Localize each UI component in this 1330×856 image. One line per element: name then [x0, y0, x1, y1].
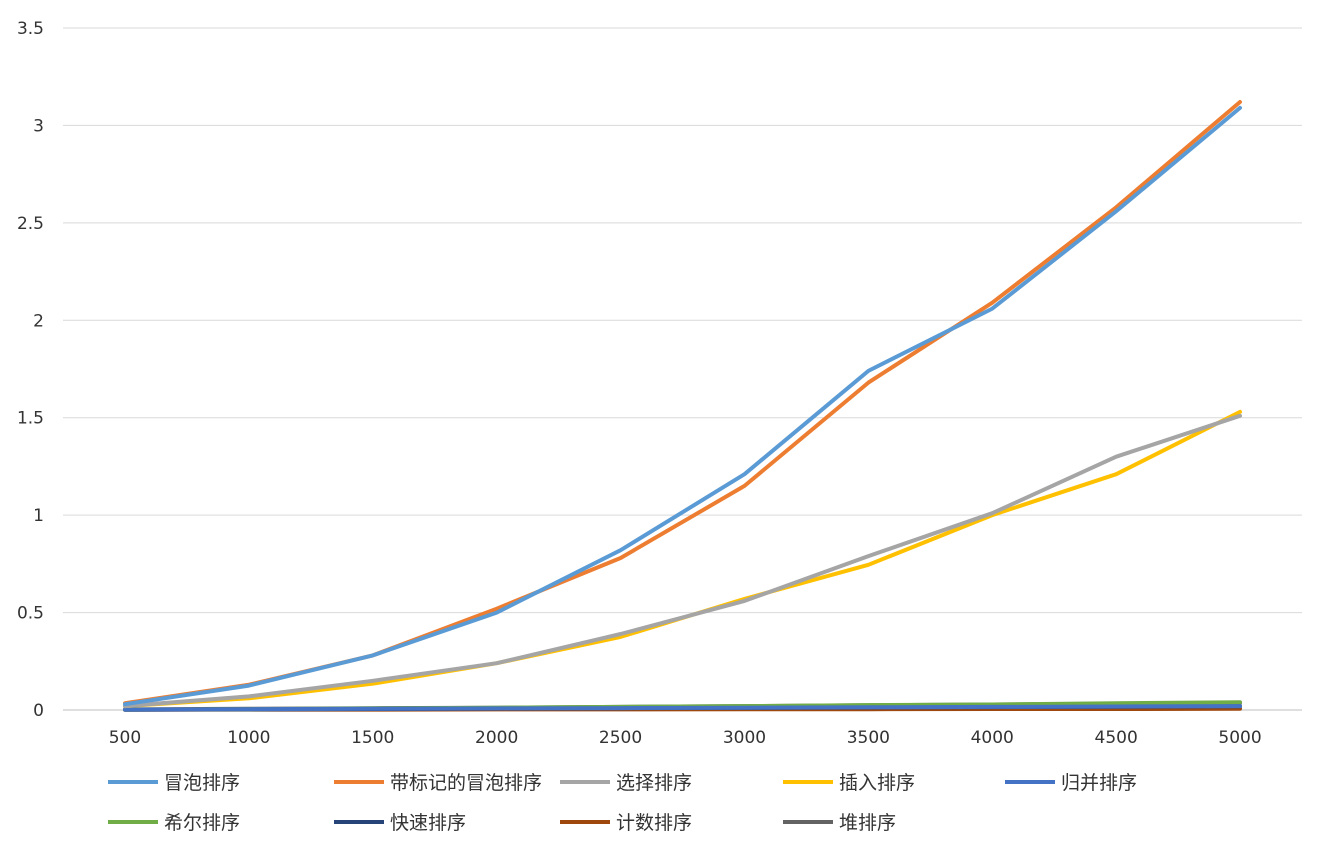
legend-label: 冒泡排序 [164, 772, 240, 794]
x-tick-label: 2500 [599, 728, 642, 748]
y-tick-label: 1 [33, 506, 44, 526]
legend-label: 带标记的冒泡排序 [390, 772, 542, 794]
y-tick-label: 2 [33, 311, 44, 331]
x-tick-label: 1500 [351, 728, 394, 748]
series-lines [123, 100, 1242, 712]
y-tick-label: 2.5 [17, 214, 44, 234]
y-tick-label: 0 [33, 701, 44, 721]
x-tick-label: 2000 [475, 728, 518, 748]
x-axis-ticks: 500 1000 1500 2000 2500 3000 3500 4000 4500 5000 [109, 728, 1262, 748]
legend-label: 希尔排序 [164, 812, 240, 834]
x-tick-label: 5000 [1218, 728, 1261, 748]
legend-label: 计数排序 [616, 812, 692, 834]
series-line [123, 409, 1242, 709]
series-line [123, 413, 1242, 709]
y-tick-label: 3.5 [17, 19, 44, 39]
legend-label: 堆排序 [839, 812, 896, 834]
y-tick-label: 3 [33, 116, 44, 136]
gridlines [63, 27, 1302, 711]
x-tick-label: 1000 [227, 728, 270, 748]
x-tick-label: 3500 [847, 728, 890, 748]
y-tick-label: 1.5 [17, 409, 44, 429]
y-axis-ticks: 0 0.5 1 1.5 2 2.5 3 3.5 [17, 19, 44, 721]
y-tick-label: 0.5 [17, 604, 44, 624]
legend-label: 快速排序 [390, 812, 466, 834]
series-line [123, 105, 1242, 707]
x-tick-label: 4500 [1095, 728, 1138, 748]
legend-label: 插入排序 [839, 772, 915, 794]
x-tick-label: 3000 [723, 728, 766, 748]
legend-label: 选择排序 [616, 772, 692, 794]
x-tick-label: 500 [109, 728, 141, 748]
x-tick-label: 4000 [971, 728, 1014, 748]
legend-label: 归并排序 [1061, 772, 1137, 794]
series-line [123, 704, 1242, 712]
